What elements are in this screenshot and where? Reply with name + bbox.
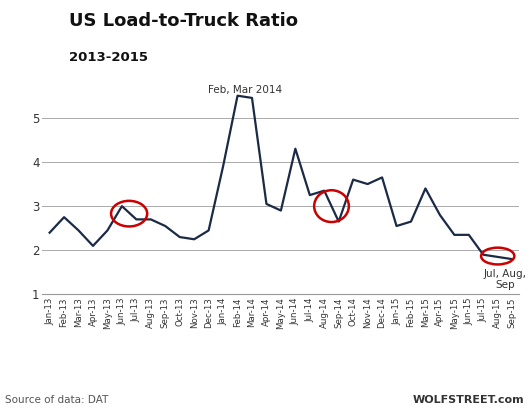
Text: Feb, Mar 2014: Feb, Mar 2014: [208, 85, 282, 95]
Text: US Load-to-Truck Ratio: US Load-to-Truck Ratio: [69, 12, 298, 30]
Text: 2013-2015: 2013-2015: [69, 51, 148, 64]
Text: Jul, Aug,
Sep: Jul, Aug, Sep: [483, 269, 526, 290]
Text: WOLFSTREET.com: WOLFSTREET.com: [413, 395, 525, 405]
Text: Source of data: DAT: Source of data: DAT: [5, 395, 109, 405]
